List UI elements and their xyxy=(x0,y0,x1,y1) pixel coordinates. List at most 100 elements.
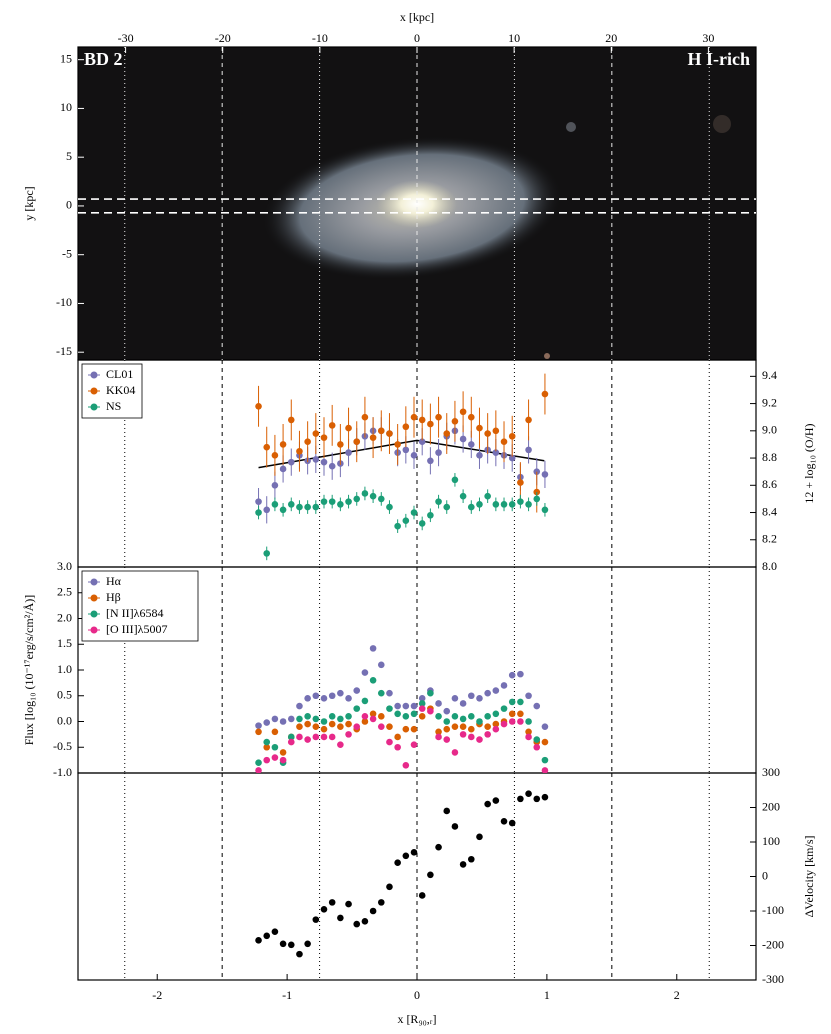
data-point xyxy=(320,434,328,441)
data-point xyxy=(517,718,524,725)
data-point xyxy=(541,471,549,478)
y-axis-label: Flux [log₁₀ (10⁻¹⁷erg/s/cm²/Å)] xyxy=(22,595,36,746)
data-point xyxy=(328,713,336,720)
data-point xyxy=(369,434,377,441)
y-tick-label: 8.0 xyxy=(762,559,777,573)
data-point xyxy=(476,736,483,743)
data-point xyxy=(263,756,271,764)
y-tick-label: 9.0 xyxy=(762,423,777,437)
x-axis-label: x [kpc] xyxy=(400,10,434,24)
y-tick-label: 2.5 xyxy=(57,585,72,599)
star xyxy=(566,122,576,132)
data-point xyxy=(435,449,442,456)
data-point xyxy=(279,940,287,948)
data-point xyxy=(517,698,524,706)
data-point xyxy=(312,916,320,923)
data-point xyxy=(345,713,352,720)
data-point xyxy=(541,756,549,764)
legend-label: Hβ xyxy=(106,590,121,604)
data-point xyxy=(255,509,262,516)
data-point xyxy=(508,819,516,827)
data-point xyxy=(304,720,311,728)
x-tick-label: 30 xyxy=(702,31,714,45)
data-point xyxy=(451,723,459,730)
data-point xyxy=(418,416,426,424)
data-point xyxy=(467,441,475,448)
y-tick-label: -10 xyxy=(56,295,72,309)
data-point xyxy=(418,713,426,720)
data-point xyxy=(467,713,475,720)
data-point xyxy=(271,715,279,723)
data-point xyxy=(255,767,262,773)
x-tick-label: 0 xyxy=(414,31,420,45)
data-point xyxy=(255,937,262,944)
data-point xyxy=(312,430,320,437)
data-point xyxy=(500,682,508,689)
data-point xyxy=(533,795,541,803)
panel-label: H I-rich xyxy=(688,49,751,69)
data-point xyxy=(271,452,279,459)
data-point xyxy=(459,723,467,730)
data-point xyxy=(287,733,295,741)
data-point xyxy=(312,733,320,741)
data-point xyxy=(459,861,467,868)
y-tick-label: 9.4 xyxy=(762,368,777,382)
data-point xyxy=(402,761,410,769)
x-tick-label: 2 xyxy=(674,988,680,1002)
legend-label: CL01 xyxy=(106,367,133,381)
data-point xyxy=(353,438,361,446)
data-point xyxy=(459,715,467,723)
data-point xyxy=(271,928,279,935)
data-point xyxy=(484,800,491,808)
y-tick-label: 5 xyxy=(66,149,72,163)
y-tick-label: 1.0 xyxy=(57,662,72,676)
data-point xyxy=(525,446,532,454)
data-point xyxy=(459,492,467,500)
data-point xyxy=(337,741,344,748)
data-point xyxy=(287,501,295,508)
data-point xyxy=(484,430,491,437)
data-point xyxy=(508,454,516,462)
data-point xyxy=(427,457,434,465)
y-axis-label: ΔVelocity [km/s] xyxy=(802,835,816,917)
data-point xyxy=(402,702,410,710)
panel-frame xyxy=(77,359,757,568)
data-point xyxy=(451,749,459,756)
data-point xyxy=(296,702,303,710)
data-point xyxy=(508,718,516,725)
data-point xyxy=(427,689,434,697)
data-point xyxy=(296,447,303,455)
data-point xyxy=(377,427,385,435)
data-point xyxy=(410,702,418,710)
data-point xyxy=(402,713,410,720)
data-point xyxy=(328,692,336,700)
data-point xyxy=(435,413,442,421)
data-point xyxy=(443,430,451,437)
data-point xyxy=(459,700,467,707)
data-point xyxy=(435,700,442,707)
y-tick-label: -100 xyxy=(762,903,784,917)
x-tick-label: -30 xyxy=(118,31,134,45)
y-tick-label: 300 xyxy=(762,765,780,779)
y-tick-label: -200 xyxy=(762,937,784,951)
data-point xyxy=(525,718,532,725)
data-point xyxy=(451,476,459,484)
data-point xyxy=(304,503,311,511)
panel-frame xyxy=(77,772,757,981)
data-point xyxy=(255,759,262,766)
x-tick-label: -1 xyxy=(282,988,292,1002)
data-point xyxy=(304,713,311,720)
y-tick-label: 100 xyxy=(762,834,780,848)
y-tick-label: -15 xyxy=(56,344,72,358)
data-point xyxy=(279,718,287,725)
y-tick-label: 0.5 xyxy=(57,688,72,702)
data-point xyxy=(304,695,311,702)
data-point xyxy=(484,492,491,500)
data-point xyxy=(377,495,385,503)
data-point xyxy=(525,501,532,508)
x-tick-label: -10 xyxy=(312,31,328,45)
data-point xyxy=(287,738,295,746)
data-point xyxy=(484,713,491,720)
y-tick-label: 8.8 xyxy=(762,450,777,464)
star xyxy=(544,353,550,359)
